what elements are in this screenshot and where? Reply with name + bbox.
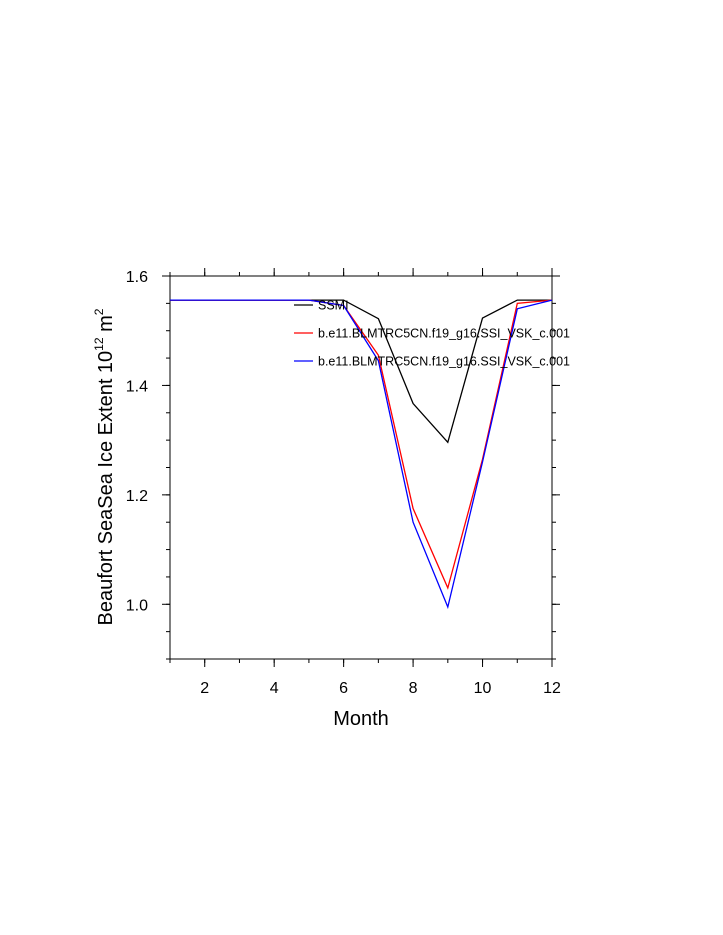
y-tick-label: 1.4 [126,378,148,395]
x-tick-label: 8 [409,680,418,697]
series-line-1 [170,299,552,444]
x-tick-label: 2 [200,680,209,697]
y-axis-title: Beaufort SeaSea Ice Extent 1012 m2 [92,308,117,625]
x-axis-title: Month [333,708,389,730]
legend-label-2: b.e11.BLMTRC5CN.f19_g16.SSI_VSK_c.001 [318,327,570,341]
series-layer [170,299,553,610]
x-tick-label: 4 [270,680,279,697]
x-tick-label: 6 [339,680,348,697]
y-tick-label: 1.0 [126,597,148,614]
y-tick-label: 1.2 [126,488,148,505]
legend: SSMI b.e11.BLMTRC5CN.f19_g16.SSI_VSK_c.00… [294,299,570,369]
legend-label-1: SSMI [318,299,349,313]
x-tick-label: 10 [474,680,492,697]
series-line-2 [170,299,553,590]
x-tick-label: 12 [543,680,561,697]
axes: 2 4 6 8 10 12 1.0 1.2 1.4 1.6 [126,268,561,697]
legend-label-3: b.e11.BLMTRC5CN.f19_g16.SSI_VSK_c.001 [318,355,570,369]
y-tick-label: 1.6 [126,269,148,286]
series-line-3 [170,299,553,610]
